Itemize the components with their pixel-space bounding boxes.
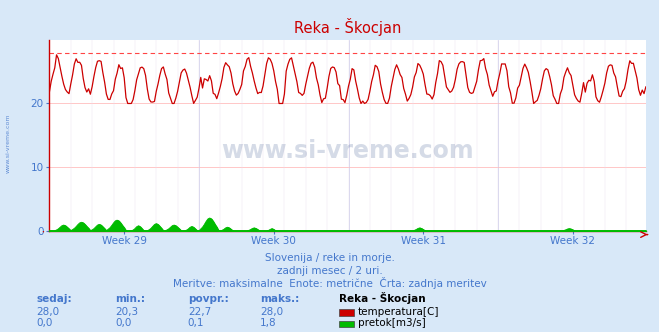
Text: Meritve: maksimalne  Enote: metrične  Črta: zadnja meritev: Meritve: maksimalne Enote: metrične Črta… [173,277,486,289]
Text: 22,7: 22,7 [188,307,211,317]
Text: pretok[m3/s]: pretok[m3/s] [358,318,426,328]
Text: temperatura[C]: temperatura[C] [358,307,440,317]
Text: 1,8: 1,8 [260,318,277,328]
Title: Reka - Škocjan: Reka - Škocjan [294,18,401,36]
Text: www.si-vreme.com: www.si-vreme.com [221,138,474,163]
Text: 0,1: 0,1 [188,318,204,328]
Text: Slovenija / reke in morje.: Slovenija / reke in morje. [264,253,395,263]
Text: 20,3: 20,3 [115,307,138,317]
Text: 0,0: 0,0 [36,318,53,328]
Text: zadnji mesec / 2 uri.: zadnji mesec / 2 uri. [277,266,382,276]
Text: min.:: min.: [115,294,146,304]
Text: 28,0: 28,0 [260,307,283,317]
Text: www.si-vreme.com: www.si-vreme.com [5,113,11,173]
Text: 0,0: 0,0 [115,318,132,328]
Text: Reka - Škocjan: Reka - Škocjan [339,292,426,304]
Text: 28,0: 28,0 [36,307,59,317]
Text: sedaj:: sedaj: [36,294,72,304]
Text: maks.:: maks.: [260,294,300,304]
Text: povpr.:: povpr.: [188,294,229,304]
